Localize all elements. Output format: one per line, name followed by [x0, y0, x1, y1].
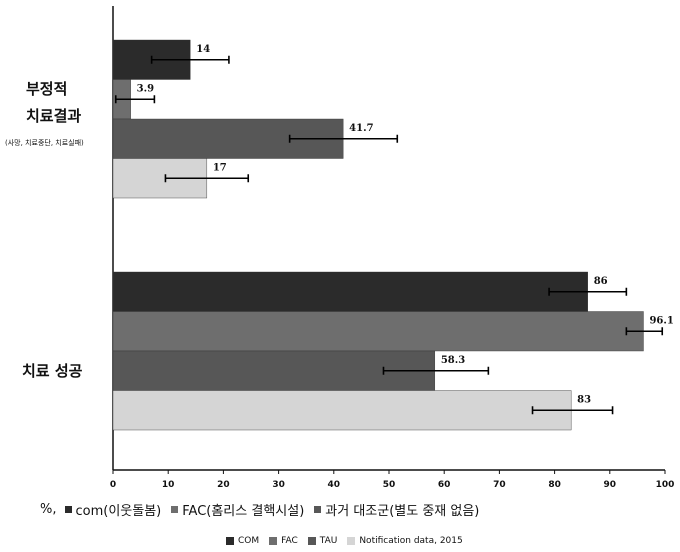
- legend-english: COM FAC TAU Notification data, 2015: [226, 536, 473, 546]
- legend-ko-item-fac: FAC(홈리스 결핵시설): [171, 500, 304, 519]
- x-tick-label: 100: [656, 480, 675, 490]
- x-tick-label: 30: [272, 480, 285, 490]
- x-tick-label: 70: [493, 480, 506, 490]
- legend-unit-prefix: %,: [40, 502, 57, 517]
- legend-en-label-notification: Notification data, 2015: [359, 536, 463, 546]
- legend-swatch: [314, 506, 322, 513]
- bar-com-success: [112, 271, 588, 312]
- data-label: 41.7: [349, 123, 373, 134]
- legend-en-item-fac: FAC: [269, 536, 298, 546]
- category-label-success: 치료 성공: [22, 362, 83, 380]
- x-tick-label: 0: [110, 480, 116, 490]
- bar-fac-success: [112, 311, 644, 352]
- legend-swatch: [347, 537, 356, 545]
- x-tick-label: 40: [328, 480, 341, 490]
- legend-swatch: [269, 537, 278, 545]
- bar-notification-success: [112, 390, 572, 431]
- x-tick-label: 20: [217, 480, 230, 490]
- x-tick-label: 50: [383, 480, 396, 490]
- legend-en-label-com: COM: [238, 536, 260, 546]
- bar-tau-success: [112, 350, 436, 391]
- legend-ko-item-com: com(이웃돌봄): [64, 500, 162, 519]
- x-tick-label: 90: [604, 480, 617, 490]
- legend-en-item-notification: Notification data, 2015: [347, 536, 463, 546]
- x-tick-label: 60: [438, 480, 451, 490]
- legend-swatch: [307, 537, 316, 545]
- data-label: 14: [196, 44, 210, 55]
- category-label-negative-line1: 부정적: [26, 80, 68, 98]
- data-label: 17: [213, 163, 227, 174]
- x-tick-label: 10: [162, 480, 175, 490]
- data-label: 58.3: [441, 355, 465, 366]
- data-label: 83: [577, 395, 591, 406]
- data-label: 96.1: [649, 316, 673, 327]
- data-label: 3.9: [137, 84, 154, 95]
- data-label: 86: [594, 276, 608, 287]
- legend-ko-label-fac: FAC(홈리스 결핵시설): [182, 504, 305, 519]
- category-label-negative-line2: 치료결과: [26, 107, 82, 125]
- x-tick-label: 80: [548, 480, 561, 490]
- legend-swatch: [64, 506, 72, 513]
- legend-en-item-com: COM: [226, 536, 259, 546]
- legend-korean: %, com(이웃돌봄) FAC(홈리스 결핵시설) 과거 대조군(별도 중재 …: [40, 500, 489, 519]
- legend-swatch: [171, 506, 179, 513]
- legend-ko-label-com: com(이웃돌봄): [75, 504, 162, 519]
- legend-ko-label-tau: 과거 대조군(별도 중재 없음): [325, 504, 480, 519]
- legend-en-item-tau: TAU: [307, 536, 338, 546]
- legend-en-label-tau: TAU: [319, 536, 338, 546]
- legend-ko-item-tau: 과거 대조군(별도 중재 없음): [314, 500, 479, 519]
- legend-swatch: [226, 537, 234, 545]
- legend-en-label-fac: FAC: [281, 536, 298, 546]
- category-sublabel-negative: (사망, 치료중단, 치료실패): [5, 139, 84, 147]
